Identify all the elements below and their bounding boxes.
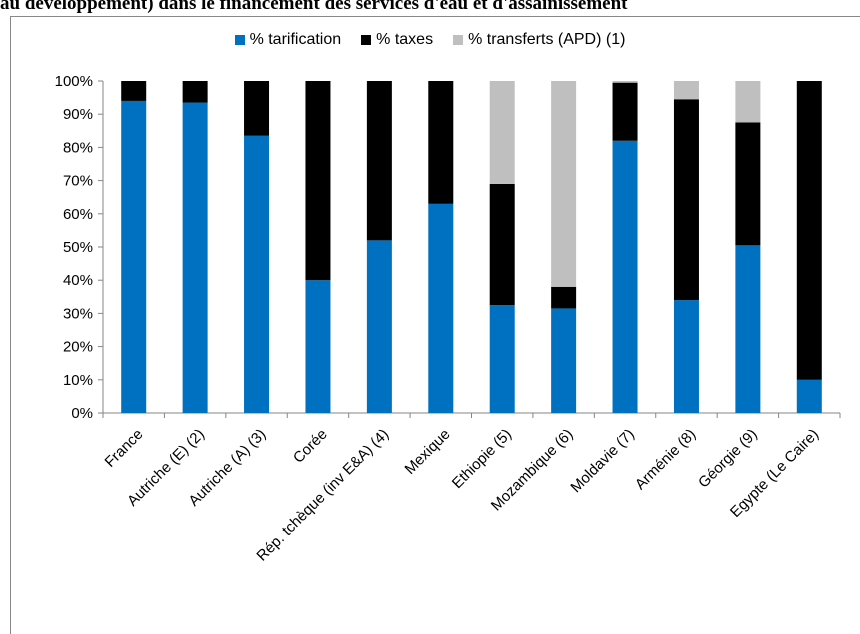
- bar-segment-transferts: [551, 81, 577, 287]
- y-tick-label: 30%: [63, 305, 93, 322]
- y-tick-label: 70%: [63, 173, 93, 190]
- bar-segment-tarification: [366, 240, 392, 413]
- bar-segment-tarification: [551, 308, 577, 413]
- y-tick-label: 80%: [63, 139, 93, 156]
- bar-segment-taxes: [551, 286, 577, 309]
- x-tick-label: Ethiopie (5): [449, 426, 515, 492]
- y-tick-label: 50%: [63, 239, 93, 256]
- bar-segment-tarification: [182, 102, 208, 413]
- bar-segment-tarification: [796, 379, 822, 413]
- legend-item-transferts: % transferts (APD) (1): [453, 31, 625, 49]
- bar-segment-tarification: [305, 280, 331, 413]
- y-tick-label: 20%: [63, 339, 93, 356]
- bar-segment-taxes: [428, 81, 454, 204]
- legend-label-transferts: % transferts (APD) (1): [468, 31, 626, 48]
- legend-item-tarification: % tarification: [234, 31, 342, 49]
- x-tick-label: Géorgie (9): [695, 426, 761, 492]
- bar-segment-tarification: [673, 300, 699, 413]
- bar-segment-taxes: [121, 81, 147, 101]
- x-tick-label: France: [102, 426, 147, 471]
- bar-segment-taxes: [366, 81, 392, 241]
- bar-segment-transferts: [489, 81, 515, 184]
- y-tick-label: 0%: [71, 405, 93, 422]
- bar-segment-taxes: [182, 81, 208, 103]
- x-tick-label: Moldavie (7): [567, 426, 637, 496]
- x-tick-label: Rép. tchèque (inv E&A) (4): [253, 426, 392, 565]
- legend-label-tarification: % tarification: [249, 31, 342, 48]
- bar-segment-transferts: [735, 81, 761, 123]
- legend-swatch-transferts: [453, 35, 464, 45]
- bar-segment-transferts: [612, 81, 638, 83]
- legend-swatch-tarification: [234, 35, 245, 45]
- x-tick-label: Arménie (8): [632, 426, 699, 493]
- bar-segment-tarification: [735, 245, 761, 413]
- y-tick-label: 10%: [63, 372, 93, 389]
- bar-segment-tarification: [489, 305, 515, 413]
- legend-label-taxes: % taxes: [376, 31, 434, 48]
- bar-segment-taxes: [489, 183, 515, 306]
- bar-segment-taxes: [673, 99, 699, 301]
- bar-segment-tarification: [612, 140, 638, 413]
- x-tick-label: Corée: [290, 426, 331, 467]
- page-title: au développement) dans le financement de…: [0, 0, 628, 14]
- bar-segment-tarification: [121, 100, 147, 414]
- bar-segment-taxes: [612, 82, 638, 141]
- y-tick-label: 60%: [63, 206, 93, 223]
- x-tick-label: Mexique: [402, 426, 454, 478]
- bar-segment-tarification: [244, 135, 270, 413]
- legend-swatch-taxes: [361, 35, 372, 45]
- chart-legend: % tarification % taxes % transferts (APD…: [0, 28, 860, 52]
- bar-segment-transferts: [673, 81, 699, 100]
- y-tick-label: 100%: [55, 73, 93, 90]
- bar-segment-taxes: [305, 81, 331, 281]
- legend-item-taxes: % taxes: [361, 31, 433, 49]
- chart-frame: [10, 16, 860, 634]
- y-tick-label: 90%: [63, 106, 93, 123]
- bar-segment-taxes: [735, 122, 761, 246]
- bar-segment-tarification: [428, 203, 454, 413]
- y-tick-label: 40%: [63, 272, 93, 289]
- bar-segment-taxes: [244, 81, 270, 136]
- bar-segment-taxes: [796, 81, 822, 380]
